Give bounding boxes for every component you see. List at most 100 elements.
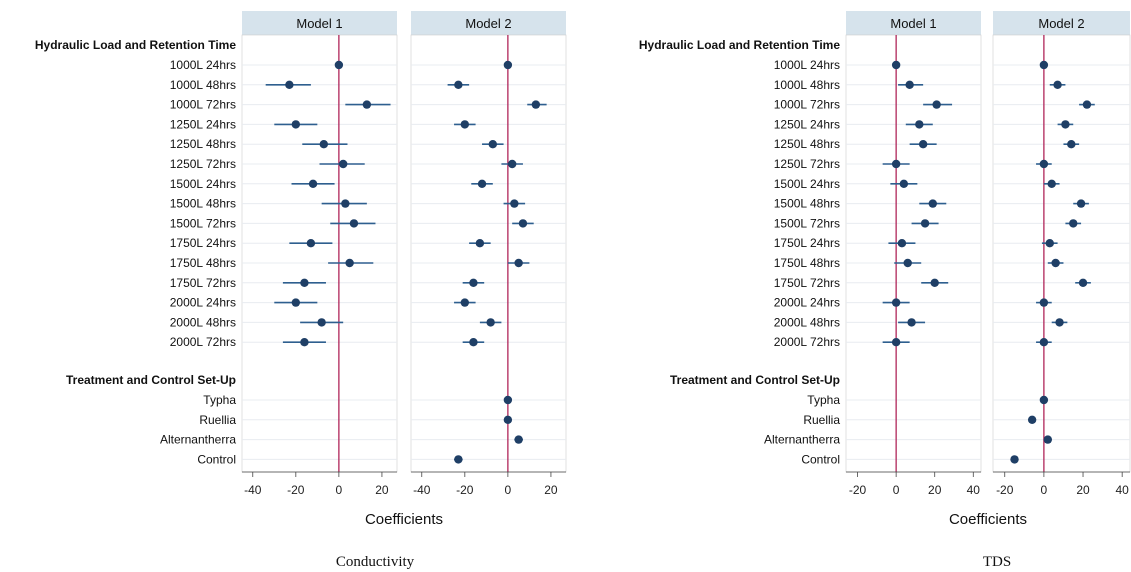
- row-label-alternantherra: Alternantherra: [160, 433, 236, 447]
- group-label-hydraulic-load-and-retention-time: Hydraulic Load and Retention Time: [639, 38, 840, 52]
- row-label-2000l-72hrs: 2000L 72hrs: [170, 335, 236, 349]
- row-label-1250l-72hrs: 1250L 72hrs: [774, 157, 840, 171]
- coef-point-1500l-48hrs: [928, 199, 937, 208]
- x-tick-label: -20: [287, 483, 305, 497]
- coef-point-alternantherra: [514, 435, 523, 444]
- coef-point-1750l-48hrs: [903, 258, 912, 268]
- coef-point-1000l-48hrs: [1053, 80, 1062, 90]
- chart-caption: Conductivity: [336, 554, 415, 570]
- coef-point-1250l-72hrs: [338, 159, 348, 169]
- row-label-2000l-24hrs: 2000L 24hrs: [170, 296, 236, 310]
- coef-point-1250l-48hrs: [488, 140, 498, 149]
- chart-caption: TDS: [983, 554, 1011, 570]
- row-label-1500l-72hrs: 1500L 72hrs: [774, 216, 840, 230]
- row-label-1250l-24hrs: 1250L 24hrs: [170, 117, 236, 131]
- coef-point-2000l-72hrs: [891, 338, 901, 347]
- x-tick-label: -20: [996, 483, 1014, 497]
- coef-point-1500l-24hrs: [1047, 179, 1056, 188]
- x-tick-label: 40: [967, 483, 981, 497]
- coef-point-1250l-24hrs: [291, 120, 301, 129]
- panel-title: Model 2: [465, 16, 511, 31]
- panel-title: Model 2: [1038, 16, 1084, 31]
- coef-point-1250l-48hrs: [319, 140, 329, 149]
- conductivity-chart: Hydraulic Load and Retention Time 1000L 2…: [35, 11, 567, 570]
- row-label-control: Control: [801, 452, 840, 466]
- x-axis-title: Coefficients: [949, 511, 1027, 528]
- row-label-1000l-72hrs: 1000L 72hrs: [170, 98, 236, 112]
- coef-point-1250l-24hrs: [460, 120, 470, 129]
- row-label-typha: Typha: [203, 393, 236, 407]
- panel-model-1: Model 1 -20 0 20 40: [845, 11, 982, 497]
- coef-point-1000l-72hrs: [1082, 100, 1092, 109]
- coef-point-1500l-24hrs: [899, 179, 909, 188]
- coef-point-1000l-72hrs: [531, 100, 541, 109]
- coef-point-1250l-72hrs: [507, 159, 517, 169]
- coef-point-1500l-72hrs: [349, 219, 359, 228]
- group-label-treatment-and-control-set-up: Treatment and Control Set-Up: [66, 373, 236, 387]
- coef-point-1500l-48hrs: [341, 199, 350, 208]
- coef-point-1250l-72hrs: [1039, 159, 1049, 169]
- panel-model-2: Model 2 -20 0 20 40: [992, 11, 1131, 497]
- coef-point-1000l-48hrs: [454, 80, 463, 90]
- group-label-hydraulic-load-and-retention-time: Hydraulic Load and Retention Time: [35, 38, 236, 52]
- row-label-1750l-72hrs: 1750L 72hrs: [170, 276, 236, 290]
- coef-point-2000l-48hrs: [907, 318, 916, 327]
- coef-point-control: [454, 455, 463, 464]
- panel-title: Model 1: [296, 16, 342, 31]
- coef-point-1500l-72hrs: [920, 219, 930, 228]
- coef-point-1750l-24hrs: [897, 239, 907, 248]
- coef-point-1750l-24hrs: [475, 239, 485, 248]
- row-label-1500l-48hrs: 1500L 48hrs: [170, 197, 236, 211]
- coef-point-1250l-48hrs: [918, 140, 928, 149]
- row-label-1500l-24hrs: 1500L 24hrs: [774, 177, 840, 191]
- x-tick-label: 0: [893, 483, 900, 497]
- coef-point-1750l-24hrs: [306, 239, 316, 248]
- row-label-alternantherra: Alternantherra: [764, 433, 840, 447]
- row-label-2000l-72hrs: 2000L 72hrs: [774, 335, 840, 349]
- coef-point-1000l-48hrs: [285, 80, 294, 90]
- row-label-1250l-24hrs: 1250L 24hrs: [774, 117, 840, 131]
- coef-point-ruellia: [1027, 415, 1037, 424]
- coef-point-2000l-72hrs: [1039, 338, 1049, 347]
- coef-point-2000l-72hrs: [469, 338, 478, 347]
- coef-point-1250l-72hrs: [891, 159, 901, 169]
- plot-area: [241, 34, 398, 473]
- x-tick-label: -40: [244, 483, 262, 497]
- coef-point-1750l-72hrs: [1078, 278, 1088, 287]
- coef-point-2000l-24hrs: [291, 298, 301, 307]
- panel-model-1: Model 1 -40 -20 0 20: [241, 11, 398, 497]
- row-label-ruellia: Ruellia: [803, 413, 840, 427]
- plot-area: [992, 34, 1131, 473]
- coef-point-1750l-48hrs: [345, 258, 354, 268]
- panel-strip: [411, 11, 566, 35]
- x-tick-label: 20: [375, 483, 389, 497]
- coef-point-1000l-48hrs: [905, 80, 914, 90]
- row-label-ruellia: Ruellia: [199, 413, 236, 427]
- coef-point-1500l-72hrs: [518, 219, 528, 228]
- row-label-1500l-72hrs: 1500L 72hrs: [170, 216, 236, 230]
- coef-point-ruellia: [503, 415, 513, 424]
- panel-model-2: Model 2 -40 -20 0 20: [410, 11, 567, 497]
- coef-point-1750l-72hrs: [300, 278, 309, 287]
- row-label-1250l-48hrs: 1250L 48hrs: [774, 137, 840, 151]
- coef-point-1750l-72hrs: [469, 278, 478, 287]
- coef-point-typha: [1039, 395, 1049, 405]
- x-tick-label: 0: [1041, 483, 1048, 497]
- x-tick-label: -20: [456, 483, 474, 497]
- group-label-treatment-and-control-set-up: Treatment and Control Set-Up: [670, 373, 840, 387]
- row-label-1750l-48hrs: 1750L 48hrs: [774, 256, 840, 270]
- coef-point-1000l-72hrs: [932, 100, 941, 109]
- coef-point-1000l-24hrs: [1039, 60, 1049, 70]
- coef-point-2000l-24hrs: [460, 298, 470, 307]
- coef-point-2000l-24hrs: [1039, 298, 1049, 307]
- x-tick-label: 20: [1076, 483, 1090, 497]
- row-label-1500l-24hrs: 1500L 24hrs: [170, 177, 236, 191]
- plot-area: [410, 34, 567, 473]
- coef-point-2000l-72hrs: [300, 338, 309, 347]
- coef-point-1250l-48hrs: [1067, 140, 1076, 149]
- row-label-1000l-48hrs: 1000L 48hrs: [170, 78, 236, 92]
- x-tick-label: -40: [413, 483, 431, 497]
- plot-area: [845, 34, 982, 473]
- row-label-1750l-24hrs: 1750L 24hrs: [774, 236, 840, 250]
- coef-point-2000l-48hrs: [486, 318, 495, 327]
